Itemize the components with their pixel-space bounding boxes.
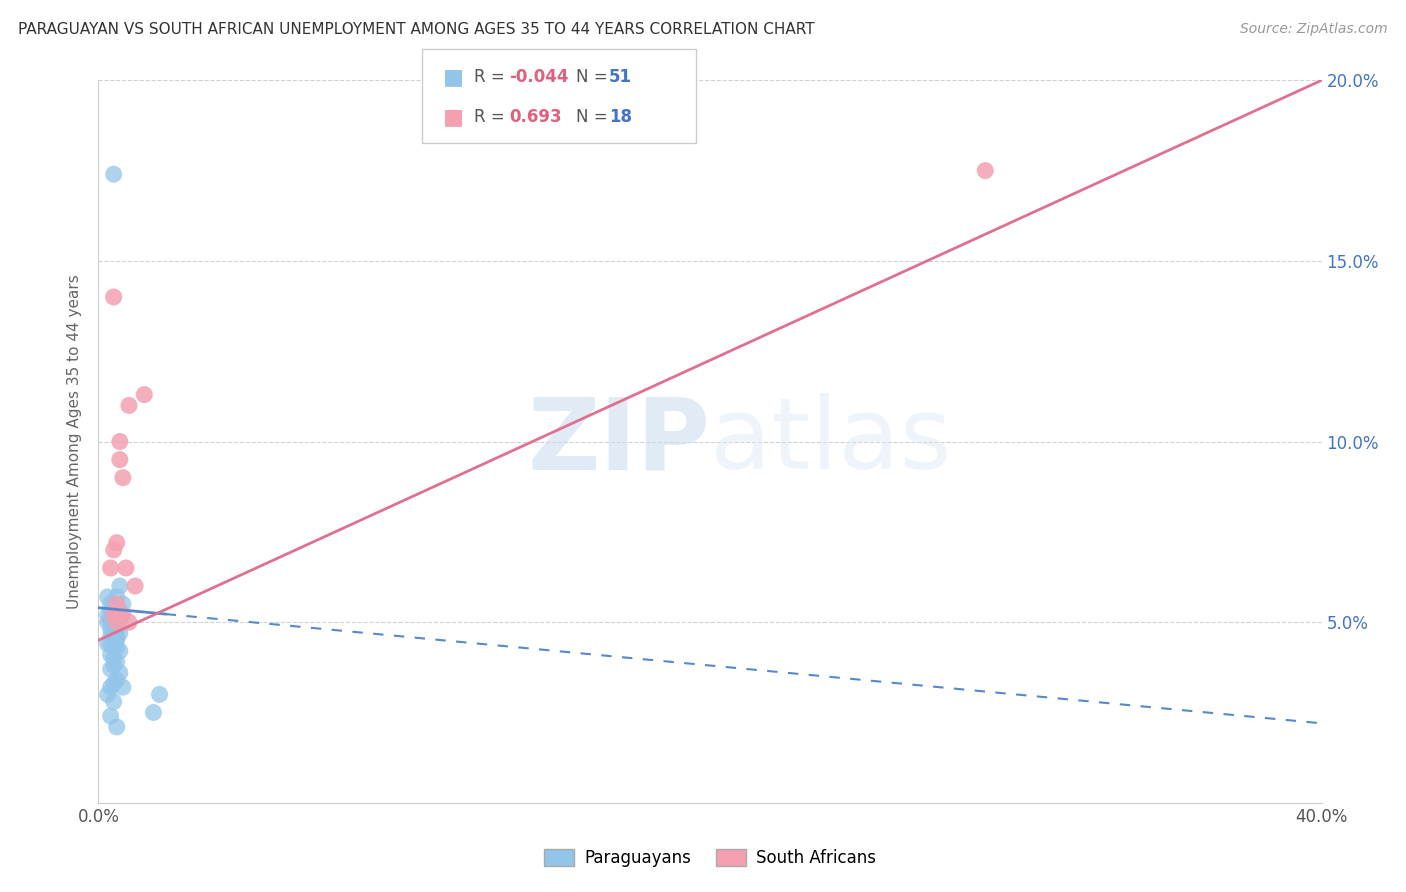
Point [105, 597, 128, 611]
Text: atlas: atlas [710, 393, 952, 490]
Point [105, 623, 128, 637]
Point [108, 626, 131, 640]
Text: N =: N = [576, 108, 613, 126]
Point [103, 290, 125, 304]
Point [118, 615, 141, 630]
Point [105, 590, 128, 604]
Text: ■: ■ [443, 107, 464, 127]
Text: Source: ZipAtlas.com: Source: ZipAtlas.com [1240, 22, 1388, 37]
Point [103, 619, 125, 633]
Point [97, 615, 120, 630]
Point [103, 542, 125, 557]
Point [103, 607, 125, 622]
Text: ■: ■ [443, 67, 464, 87]
Point [103, 658, 125, 673]
Point [115, 561, 138, 575]
Point [97, 687, 120, 701]
Text: -0.044: -0.044 [509, 69, 568, 87]
Text: ZIP: ZIP [527, 393, 710, 490]
Point [103, 640, 125, 655]
Point [100, 604, 122, 618]
Legend: Paraguayans, South Africans: Paraguayans, South Africans [537, 842, 883, 874]
Point [97, 637, 120, 651]
Text: 0.693: 0.693 [509, 108, 561, 126]
Point [105, 630, 128, 644]
Point [100, 648, 122, 662]
Text: PARAGUAYAN VS SOUTH AFRICAN UNEMPLOYMENT AMONG AGES 35 TO 44 YEARS CORRELATION C: PARAGUAYAN VS SOUTH AFRICAN UNEMPLOYMENT… [18, 22, 815, 37]
Point [105, 619, 128, 633]
Point [100, 623, 122, 637]
Point [103, 626, 125, 640]
Point [108, 611, 131, 625]
Point [105, 633, 128, 648]
Point [108, 644, 131, 658]
Text: R =: R = [474, 69, 510, 87]
Point [108, 434, 131, 449]
Text: 51: 51 [609, 69, 631, 87]
Point [100, 597, 122, 611]
Point [111, 680, 134, 694]
Point [111, 597, 134, 611]
Point [111, 471, 134, 485]
Point [100, 615, 122, 630]
Point [97, 590, 120, 604]
Point [100, 611, 122, 625]
Point [103, 607, 125, 622]
Y-axis label: Unemployment Among Ages 35 to 44 years: Unemployment Among Ages 35 to 44 years [67, 274, 83, 609]
Point [105, 673, 128, 687]
Point [103, 600, 125, 615]
Point [974, 163, 997, 178]
Text: 18: 18 [609, 108, 631, 126]
Point [105, 640, 128, 655]
Point [105, 607, 128, 622]
Text: N =: N = [576, 69, 613, 87]
Point [108, 607, 131, 622]
Point [103, 633, 125, 648]
Point [100, 709, 122, 723]
Point [108, 665, 131, 680]
Text: R =: R = [474, 108, 515, 126]
Point [134, 387, 156, 401]
Point [118, 398, 141, 412]
Point [149, 687, 172, 701]
Point [142, 706, 165, 720]
Point [103, 695, 125, 709]
Point [111, 607, 134, 622]
Point [103, 676, 125, 690]
Point [103, 623, 125, 637]
Point [100, 662, 122, 676]
Point [105, 615, 128, 630]
Point [105, 720, 128, 734]
Point [124, 579, 146, 593]
Point [100, 561, 122, 575]
Point [108, 452, 131, 467]
Point [103, 615, 125, 630]
Point [108, 604, 131, 618]
Point [108, 579, 131, 593]
Point [103, 651, 125, 665]
Point [100, 630, 122, 644]
Point [97, 607, 120, 622]
Point [100, 680, 122, 694]
Point [105, 604, 128, 618]
Point [100, 637, 122, 651]
Point [103, 167, 125, 181]
Point [105, 655, 128, 669]
Point [105, 615, 128, 630]
Point [105, 535, 128, 549]
